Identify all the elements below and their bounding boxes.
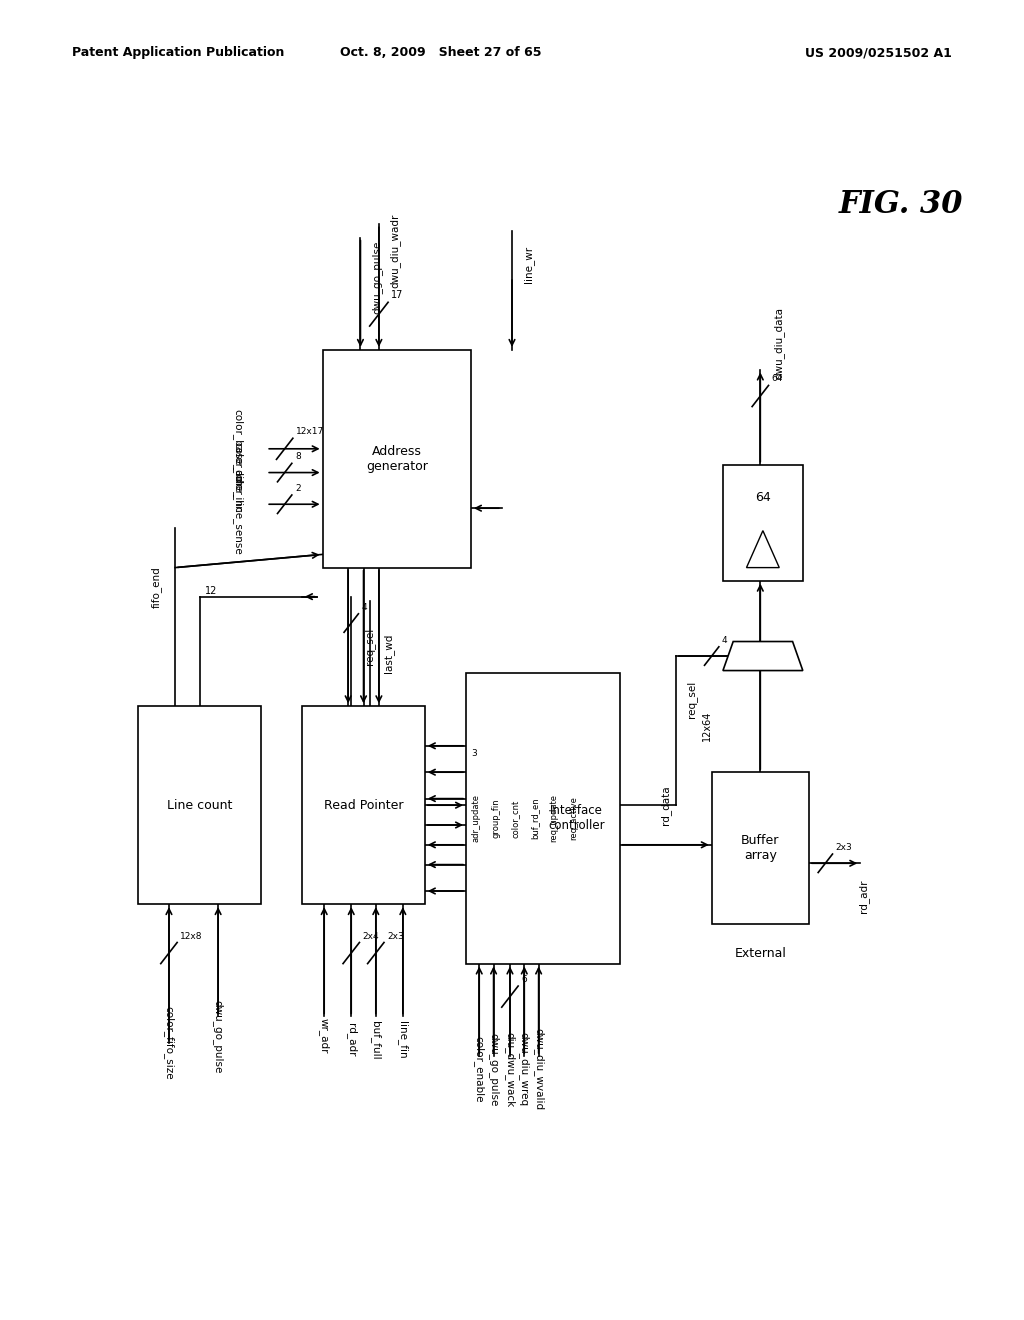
Text: dwu_go_pulse: dwu_go_pulse [372, 240, 382, 314]
Text: wr_adr: wr_adr [318, 1019, 330, 1053]
Text: dwu_go_pulse: dwu_go_pulse [488, 1032, 499, 1106]
Text: rd_data: rd_data [660, 785, 671, 825]
Text: Interface
controller: Interface controller [548, 804, 605, 833]
Bar [302, 706, 425, 904]
Text: color_line_inc: color_line_inc [232, 442, 243, 513]
Text: last_wd: last_wd [383, 634, 393, 673]
Polygon shape [723, 642, 803, 671]
Text: 64: 64 [755, 491, 771, 504]
Text: dwu_diu_wvalid: dwu_diu_wvalid [534, 1028, 544, 1110]
Text: Oct. 8, 2009   Sheet 27 of 65: Oct. 8, 2009 Sheet 27 of 65 [340, 46, 541, 59]
Text: rd_adr: rd_adr [346, 1023, 356, 1057]
Text: dwu_diu_data: dwu_diu_data [773, 308, 784, 379]
Text: color_line_sense: color_line_sense [232, 470, 243, 554]
Text: diu_dwu_wack: diu_dwu_wack [505, 1031, 515, 1107]
Text: 64: 64 [772, 375, 783, 384]
Text: line_fin: line_fin [397, 1022, 409, 1059]
Text: buf_rd_en: buf_rd_en [530, 797, 539, 840]
Text: 17: 17 [391, 290, 403, 301]
Text: color_cnt: color_cnt [511, 800, 519, 837]
Text: group_fin: group_fin [492, 799, 500, 838]
Text: req_sel: req_sel [365, 628, 375, 665]
Text: fifo_end: fifo_end [152, 566, 162, 609]
Text: FIG. 30: FIG. 30 [839, 189, 964, 220]
Text: rd_adr: rd_adr [858, 879, 868, 913]
Text: req_update: req_update [550, 795, 558, 842]
Text: 3: 3 [471, 750, 477, 759]
Text: buf_full: buf_full [371, 1020, 381, 1060]
Bar [323, 350, 471, 568]
Text: color_enable: color_enable [474, 1036, 484, 1102]
Text: dwu_go_pulse: dwu_go_pulse [213, 999, 223, 1073]
Text: External: External [734, 946, 786, 960]
Text: dwu_diu_wreq: dwu_diu_wreq [519, 1032, 529, 1106]
Text: 12x17: 12x17 [296, 428, 325, 437]
Text: Line count: Line count [167, 799, 232, 812]
Text: Patent Application Publication: Patent Application Publication [72, 46, 284, 59]
Bar [723, 465, 803, 581]
Text: 12x64: 12x64 [701, 710, 712, 742]
Text: Address
generator: Address generator [366, 445, 428, 473]
Polygon shape [746, 531, 779, 568]
Text: 6: 6 [521, 975, 527, 985]
Text: adr_update: adr_update [472, 795, 480, 842]
Text: 2x3: 2x3 [387, 932, 403, 941]
Text: color_base_adr: color_base_adr [232, 409, 243, 488]
Text: dwu_diu_wadr: dwu_diu_wadr [390, 214, 400, 288]
Text: 4: 4 [361, 603, 367, 612]
Bar [138, 706, 261, 904]
Text: US 2009/0251502 A1: US 2009/0251502 A1 [806, 46, 952, 59]
Bar [466, 673, 620, 964]
Text: 8: 8 [295, 453, 301, 462]
Text: 4: 4 [722, 636, 727, 645]
Text: 2x4: 2x4 [362, 932, 379, 941]
Text: 2x3: 2x3 [836, 843, 852, 853]
Text: color_fifo_size: color_fifo_size [164, 1006, 174, 1080]
Text: 12x8: 12x8 [180, 932, 203, 941]
Bar [712, 772, 809, 924]
Text: 12: 12 [205, 586, 217, 597]
Text: Read Pointer: Read Pointer [324, 799, 403, 812]
Text: line_wr: line_wr [523, 246, 534, 282]
Text: 2: 2 [295, 484, 300, 494]
Text: req_active: req_active [569, 796, 578, 841]
Text: Buffer
array: Buffer array [741, 834, 779, 862]
Text: req_sel: req_sel [686, 681, 696, 718]
